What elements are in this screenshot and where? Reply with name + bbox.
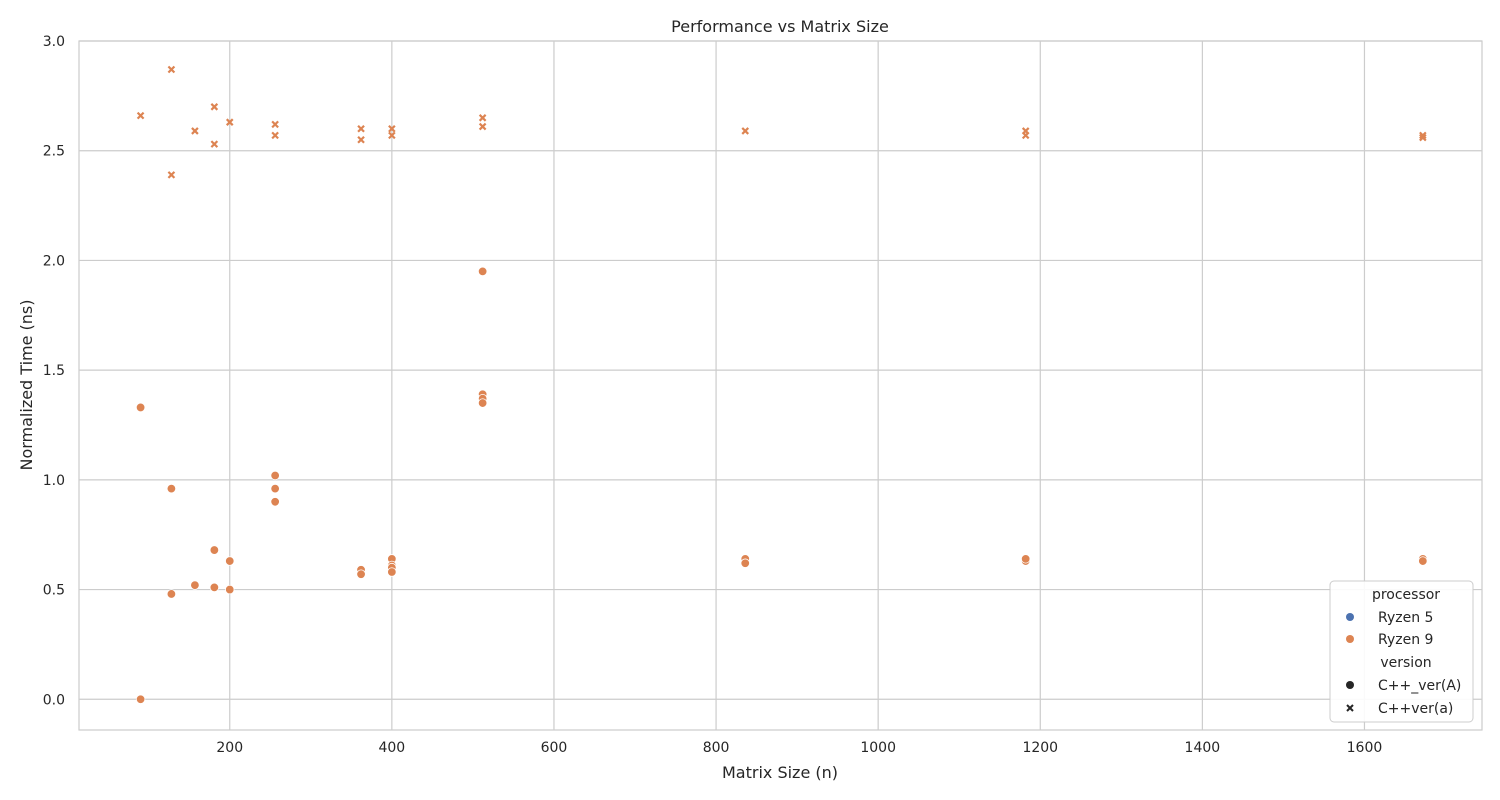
- data-point-circle: [225, 584, 235, 595]
- data-point-x: [478, 114, 487, 122]
- y-tick-label: 2.0: [43, 253, 65, 269]
- data-point-x: [357, 135, 365, 144]
- x-tick-label: 1200: [1022, 740, 1058, 756]
- grid-lines: [79, 40, 1482, 730]
- x-axis-label: Matrix Size (n): [722, 763, 838, 782]
- data-point-x: [388, 124, 396, 133]
- data-point-x: [1419, 131, 1427, 140]
- data-point-circle: [270, 497, 280, 507]
- data-point-circle: [166, 483, 177, 494]
- plot-area: [78, 40, 1483, 731]
- y-tick-label: 3.0: [43, 34, 65, 50]
- data-point-x: [271, 120, 279, 129]
- data-point-circle: [387, 567, 397, 577]
- data-point-circle: [477, 266, 488, 277]
- data-point-circle: [740, 558, 750, 568]
- chart-title: Performance vs Matrix Size: [671, 17, 889, 36]
- legend-label-ver-a-upper: C++_ver(A): [1378, 678, 1461, 694]
- x-axis-ticks: 200 400 600 800 1000 1200 1400 1600: [216, 740, 1382, 756]
- legend-marker-ryzen-9: [1346, 635, 1354, 643]
- data-point-circle: [209, 582, 220, 593]
- data-point-x: [136, 111, 145, 120]
- data-point-x: [191, 127, 199, 135]
- data-point-x: [357, 124, 365, 133]
- data-point-circle: [356, 569, 366, 579]
- legend-label-ver-a-lower: C++ver(a): [1378, 701, 1453, 717]
- data-point-circle: [270, 470, 280, 481]
- data-point-circle: [166, 589, 177, 599]
- legend: processor Ryzen 5 Ryzen 9 version C++_ve…: [1329, 580, 1474, 723]
- data-point-circle: [1418, 556, 1428, 566]
- y-tick-label: 1.5: [43, 363, 65, 379]
- data-point-circle: [477, 398, 488, 408]
- x-tick-label: 800: [703, 740, 730, 756]
- data-point-x: [167, 65, 176, 74]
- legend-marker-ryzen-5: [1346, 613, 1354, 621]
- data-point-circle: [225, 556, 235, 566]
- data-point-x: [478, 122, 487, 131]
- x-tick-label: 1400: [1185, 740, 1221, 756]
- x-tick-label: 1000: [860, 740, 896, 756]
- x-tick-label: 600: [541, 740, 568, 756]
- data-point-x: [210, 140, 219, 148]
- data-points: [135, 65, 1428, 704]
- x-tick-label: 1600: [1347, 740, 1383, 756]
- x-tick-label: 200: [216, 740, 243, 756]
- data-point-x: [210, 103, 219, 111]
- y-axis-ticks: 0.0 0.5 1.0 1.5 2.0 2.5 3.0: [43, 34, 65, 708]
- data-point-x: [1419, 133, 1427, 142]
- y-tick-label: 0.5: [43, 583, 65, 599]
- legend-label-ryzen-9: Ryzen 9: [1378, 632, 1433, 648]
- data-point-x: [388, 131, 396, 140]
- legend-style-title: version: [1380, 655, 1431, 671]
- data-point-circle: [270, 483, 280, 494]
- data-point-x: [225, 118, 234, 126]
- data-point-circle: [135, 402, 146, 413]
- y-axis-label: Normalized Time (ns): [17, 299, 36, 470]
- legend-hue-title: processor: [1372, 587, 1440, 603]
- data-point-x: [1021, 131, 1030, 140]
- legend-marker-circle: [1346, 681, 1354, 689]
- legend-marker-x: [1346, 704, 1354, 712]
- data-point-circle: [209, 545, 220, 555]
- data-point-x: [271, 131, 279, 140]
- y-tick-label: 2.5: [43, 144, 65, 160]
- x-tick-label: 400: [378, 740, 405, 756]
- data-point-circle: [190, 580, 200, 590]
- legend-label-ryzen-5: Ryzen 5: [1378, 610, 1433, 626]
- data-point-x: [167, 171, 176, 179]
- y-tick-label: 0.0: [43, 692, 65, 708]
- data-point-circle: [135, 694, 146, 704]
- y-tick-label: 1.0: [43, 473, 65, 489]
- data-point-circle: [1020, 554, 1031, 564]
- legend-box: [1329, 580, 1474, 723]
- data-point-x: [741, 127, 750, 135]
